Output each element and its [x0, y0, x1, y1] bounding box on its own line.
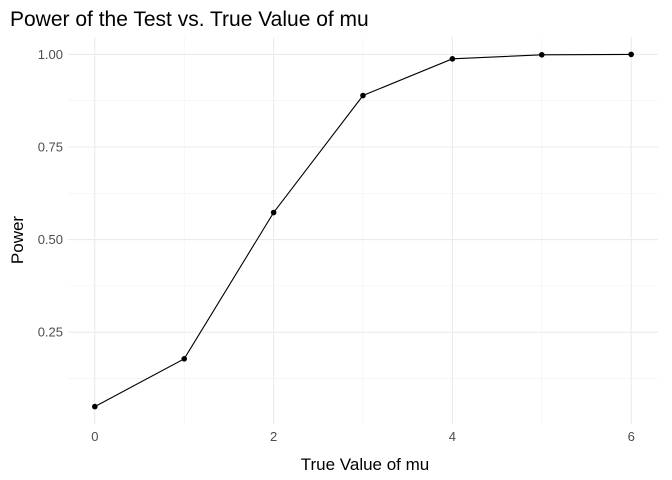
- data-point: [628, 51, 634, 58]
- x-axis-title: True Value of mu: [301, 455, 430, 474]
- x-axis-tick-labels: 0 2 4 6: [91, 429, 635, 444]
- chart-title: Power of the Test vs. True Value of mu: [10, 8, 369, 31]
- x-tick-label: 4: [449, 429, 456, 444]
- y-tick-label: 0.50: [38, 232, 63, 247]
- data-point: [360, 92, 366, 99]
- y-axis-title: Power: [8, 216, 27, 265]
- x-tick-label: 6: [628, 429, 635, 444]
- y-tick-label: 1.00: [38, 47, 63, 62]
- x-tick-label: 2: [270, 429, 277, 444]
- data-point: [92, 403, 98, 410]
- minor-gridlines: [68, 37, 658, 424]
- data-point: [449, 56, 456, 62]
- y-axis-tick-labels: 0.25 0.50 0.75 1.00: [38, 47, 63, 340]
- power-series: [92, 51, 634, 410]
- data-point: [538, 51, 545, 58]
- data-point: [181, 356, 188, 362]
- data-point: [270, 209, 277, 216]
- x-tick-label: 0: [91, 429, 98, 444]
- y-tick-label: 0.75: [38, 139, 63, 154]
- y-tick-label: 0.25: [38, 325, 63, 340]
